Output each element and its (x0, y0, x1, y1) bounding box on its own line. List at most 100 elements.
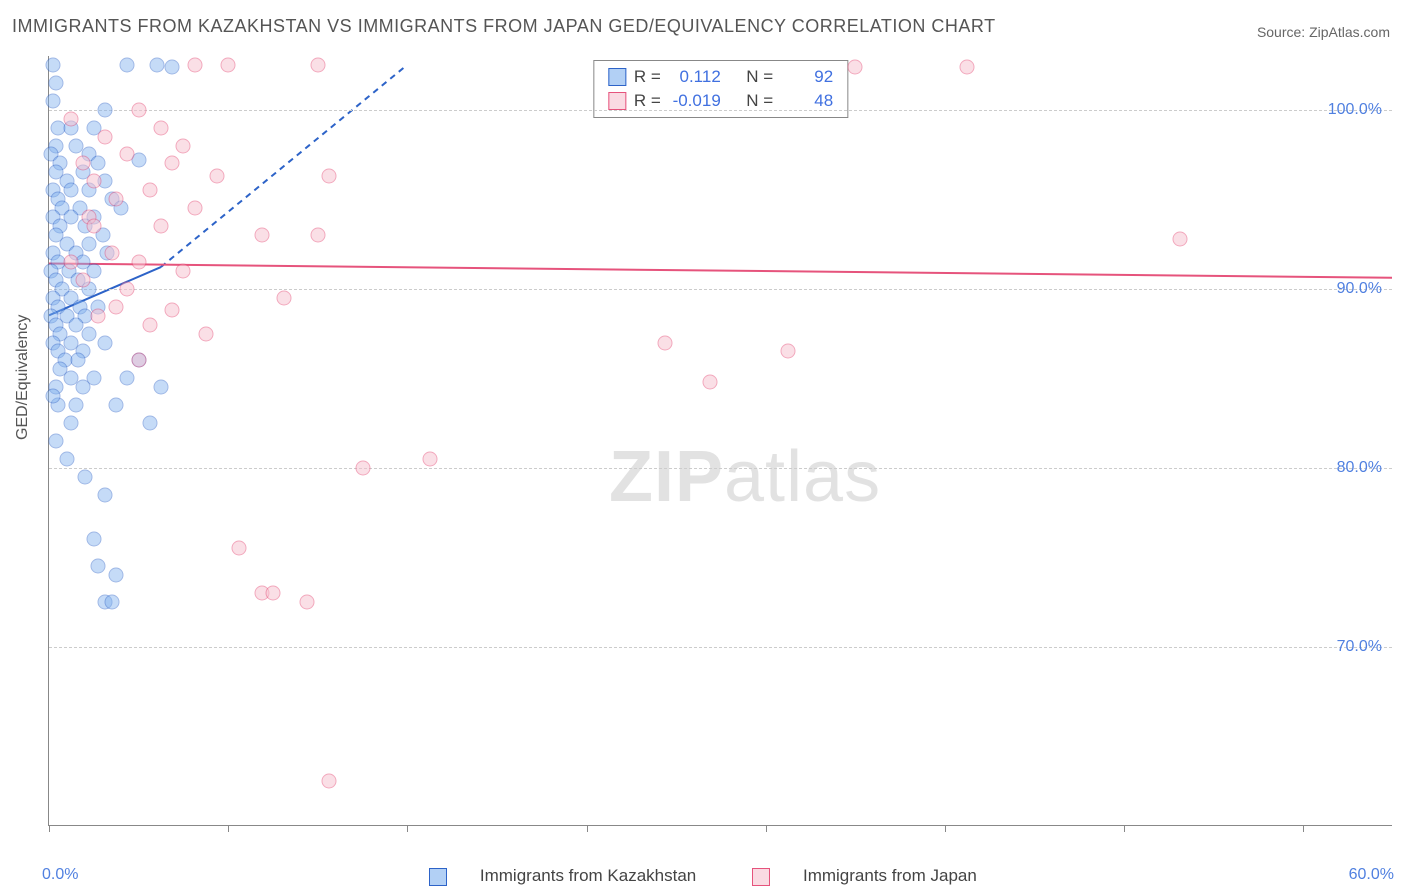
data-point (120, 147, 135, 162)
x-tick (407, 825, 408, 832)
data-point (322, 168, 337, 183)
data-point (658, 335, 673, 350)
legend-stat-row: R =0.112 N =92 (604, 65, 837, 89)
data-point (165, 156, 180, 171)
trend-lines-layer (49, 56, 1392, 825)
data-point (46, 57, 61, 72)
data-point (104, 245, 119, 260)
series-legend-item: Immigrants from Japan (738, 866, 991, 885)
watermark-zip: ZIP (609, 437, 724, 517)
x-tick (1303, 825, 1304, 832)
data-point (86, 174, 101, 189)
data-point (232, 541, 247, 556)
data-point (82, 326, 97, 341)
data-point (98, 487, 113, 502)
data-point (91, 156, 106, 171)
data-point (109, 192, 124, 207)
data-point (71, 353, 86, 368)
data-point (104, 595, 119, 610)
data-point (91, 559, 106, 574)
data-point (277, 290, 292, 305)
data-point (355, 460, 370, 475)
data-point (109, 398, 124, 413)
data-point (98, 335, 113, 350)
data-point (165, 59, 180, 74)
data-point (120, 281, 135, 296)
data-point (131, 353, 146, 368)
data-point (86, 219, 101, 234)
data-point (64, 183, 79, 198)
data-point (266, 586, 281, 601)
n-label: N = (746, 91, 773, 111)
gridline (49, 468, 1392, 469)
data-point (142, 183, 157, 198)
data-point (64, 111, 79, 126)
data-point (310, 228, 325, 243)
y-tick-label: 100.0% (1328, 101, 1382, 119)
data-point (48, 75, 63, 90)
data-point (210, 168, 225, 183)
y-tick-label: 80.0% (1337, 459, 1382, 477)
data-point (46, 389, 61, 404)
y-tick-label: 90.0% (1337, 280, 1382, 298)
data-point (254, 228, 269, 243)
data-point (75, 272, 90, 287)
series-legend: Immigrants from Kazakhstan Immigrants fr… (0, 866, 1406, 886)
y-axis-label: GED/Equivalency (14, 315, 32, 440)
series-name: Immigrants from Kazakhstan (480, 866, 696, 885)
data-point (198, 326, 213, 341)
data-point (848, 59, 863, 74)
r-value: -0.019 (669, 91, 721, 111)
data-point (165, 303, 180, 318)
r-value: 0.112 (669, 67, 721, 87)
data-point (109, 568, 124, 583)
data-point (91, 308, 106, 323)
data-point (68, 317, 83, 332)
n-label: N = (746, 67, 773, 87)
data-point (154, 219, 169, 234)
data-point (142, 317, 157, 332)
data-point (142, 416, 157, 431)
data-point (131, 102, 146, 117)
data-point (77, 469, 92, 484)
data-point (48, 434, 63, 449)
data-point (98, 129, 113, 144)
gridline (49, 289, 1392, 290)
watermark-atlas: atlas (724, 437, 881, 517)
data-point (109, 299, 124, 314)
n-value: 48 (781, 91, 833, 111)
data-point (781, 344, 796, 359)
data-point (75, 156, 90, 171)
legend-swatch (429, 868, 447, 886)
data-point (64, 254, 79, 269)
legend-swatch (752, 868, 770, 886)
x-tick (228, 825, 229, 832)
x-tick (49, 825, 50, 832)
data-point (221, 57, 236, 72)
legend-swatch (608, 68, 626, 86)
chart-title: IMMIGRANTS FROM KAZAKHSTAN VS IMMIGRANTS… (12, 16, 996, 37)
chart-plot-area: ZIPatlas R =0.112 N =92R = -0.019 N = 48 7… (48, 56, 1392, 826)
data-point (120, 371, 135, 386)
data-point (131, 254, 146, 269)
r-label: R = (634, 91, 661, 111)
x-tick (766, 825, 767, 832)
data-point (1173, 231, 1188, 246)
series-name: Immigrants from Japan (803, 866, 977, 885)
data-point (98, 102, 113, 117)
y-tick-label: 70.0% (1337, 638, 1382, 656)
data-point (82, 237, 97, 252)
data-point (960, 59, 975, 74)
data-point (86, 532, 101, 547)
data-point (149, 57, 164, 72)
data-point (187, 201, 202, 216)
watermark-text: ZIPatlas (609, 436, 881, 518)
data-point (120, 57, 135, 72)
data-point (64, 416, 79, 431)
data-point (310, 57, 325, 72)
data-point (46, 93, 61, 108)
data-point (176, 138, 191, 153)
x-tick (587, 825, 588, 832)
series-legend-item: Immigrants from Kazakhstan (415, 866, 710, 885)
data-point (154, 380, 169, 395)
